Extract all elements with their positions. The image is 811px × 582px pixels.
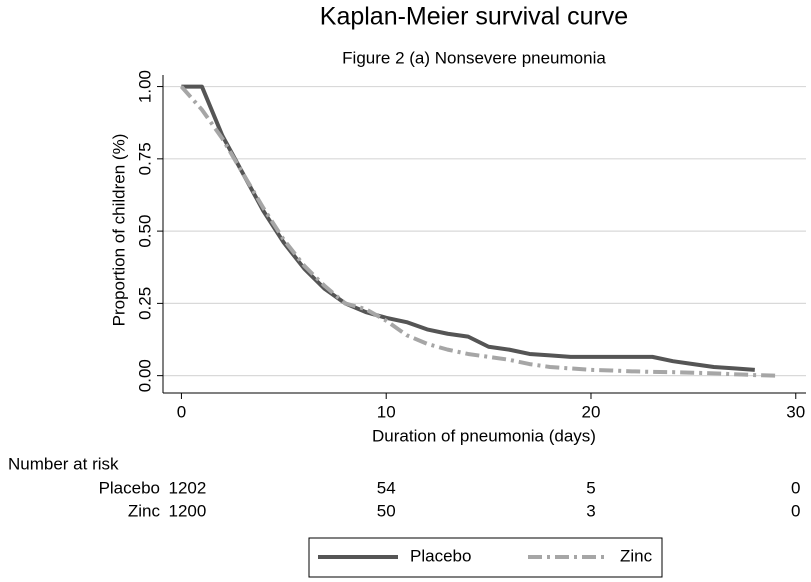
risk-row-name: Zinc xyxy=(128,501,161,520)
chart-subtitle: Figure 2 (a) Nonsevere pneumonia xyxy=(342,48,606,67)
risk-value: 3 xyxy=(586,501,595,520)
risk-value: 1200 xyxy=(169,501,207,520)
y-tick-label: 0.25 xyxy=(135,287,154,320)
series-line xyxy=(181,84,755,372)
legend-label: Placebo xyxy=(410,546,471,565)
x-tick-label: 20 xyxy=(582,402,601,421)
risk-value: 0 xyxy=(791,478,800,497)
chart-title: Kaplan-Meier survival curve xyxy=(320,3,628,31)
y-axis-label: Proportion of children (%) xyxy=(109,134,128,327)
x-axis-label: Duration of pneumonia (days) xyxy=(372,426,596,445)
risk-value: 54 xyxy=(377,478,396,497)
legend-label: Zinc xyxy=(620,546,653,565)
risk-value: 50 xyxy=(377,501,396,520)
x-tick-label: 0 xyxy=(177,402,186,421)
y-tick-label: 0.00 xyxy=(135,359,154,392)
risk-value: 0 xyxy=(791,501,800,520)
x-tick-label: 30 xyxy=(786,402,805,421)
x-tick-label: 10 xyxy=(377,402,396,421)
risk-value: 5 xyxy=(586,478,595,497)
risk-row-name: Placebo xyxy=(99,478,160,497)
y-tick-label: 1.00 xyxy=(135,70,154,103)
series-line xyxy=(179,85,776,378)
risk-table-title: Number at risk xyxy=(8,454,119,473)
y-tick-label: 0.50 xyxy=(135,215,154,248)
risk-value: 1202 xyxy=(169,478,207,497)
y-tick-label: 0.75 xyxy=(135,142,154,175)
